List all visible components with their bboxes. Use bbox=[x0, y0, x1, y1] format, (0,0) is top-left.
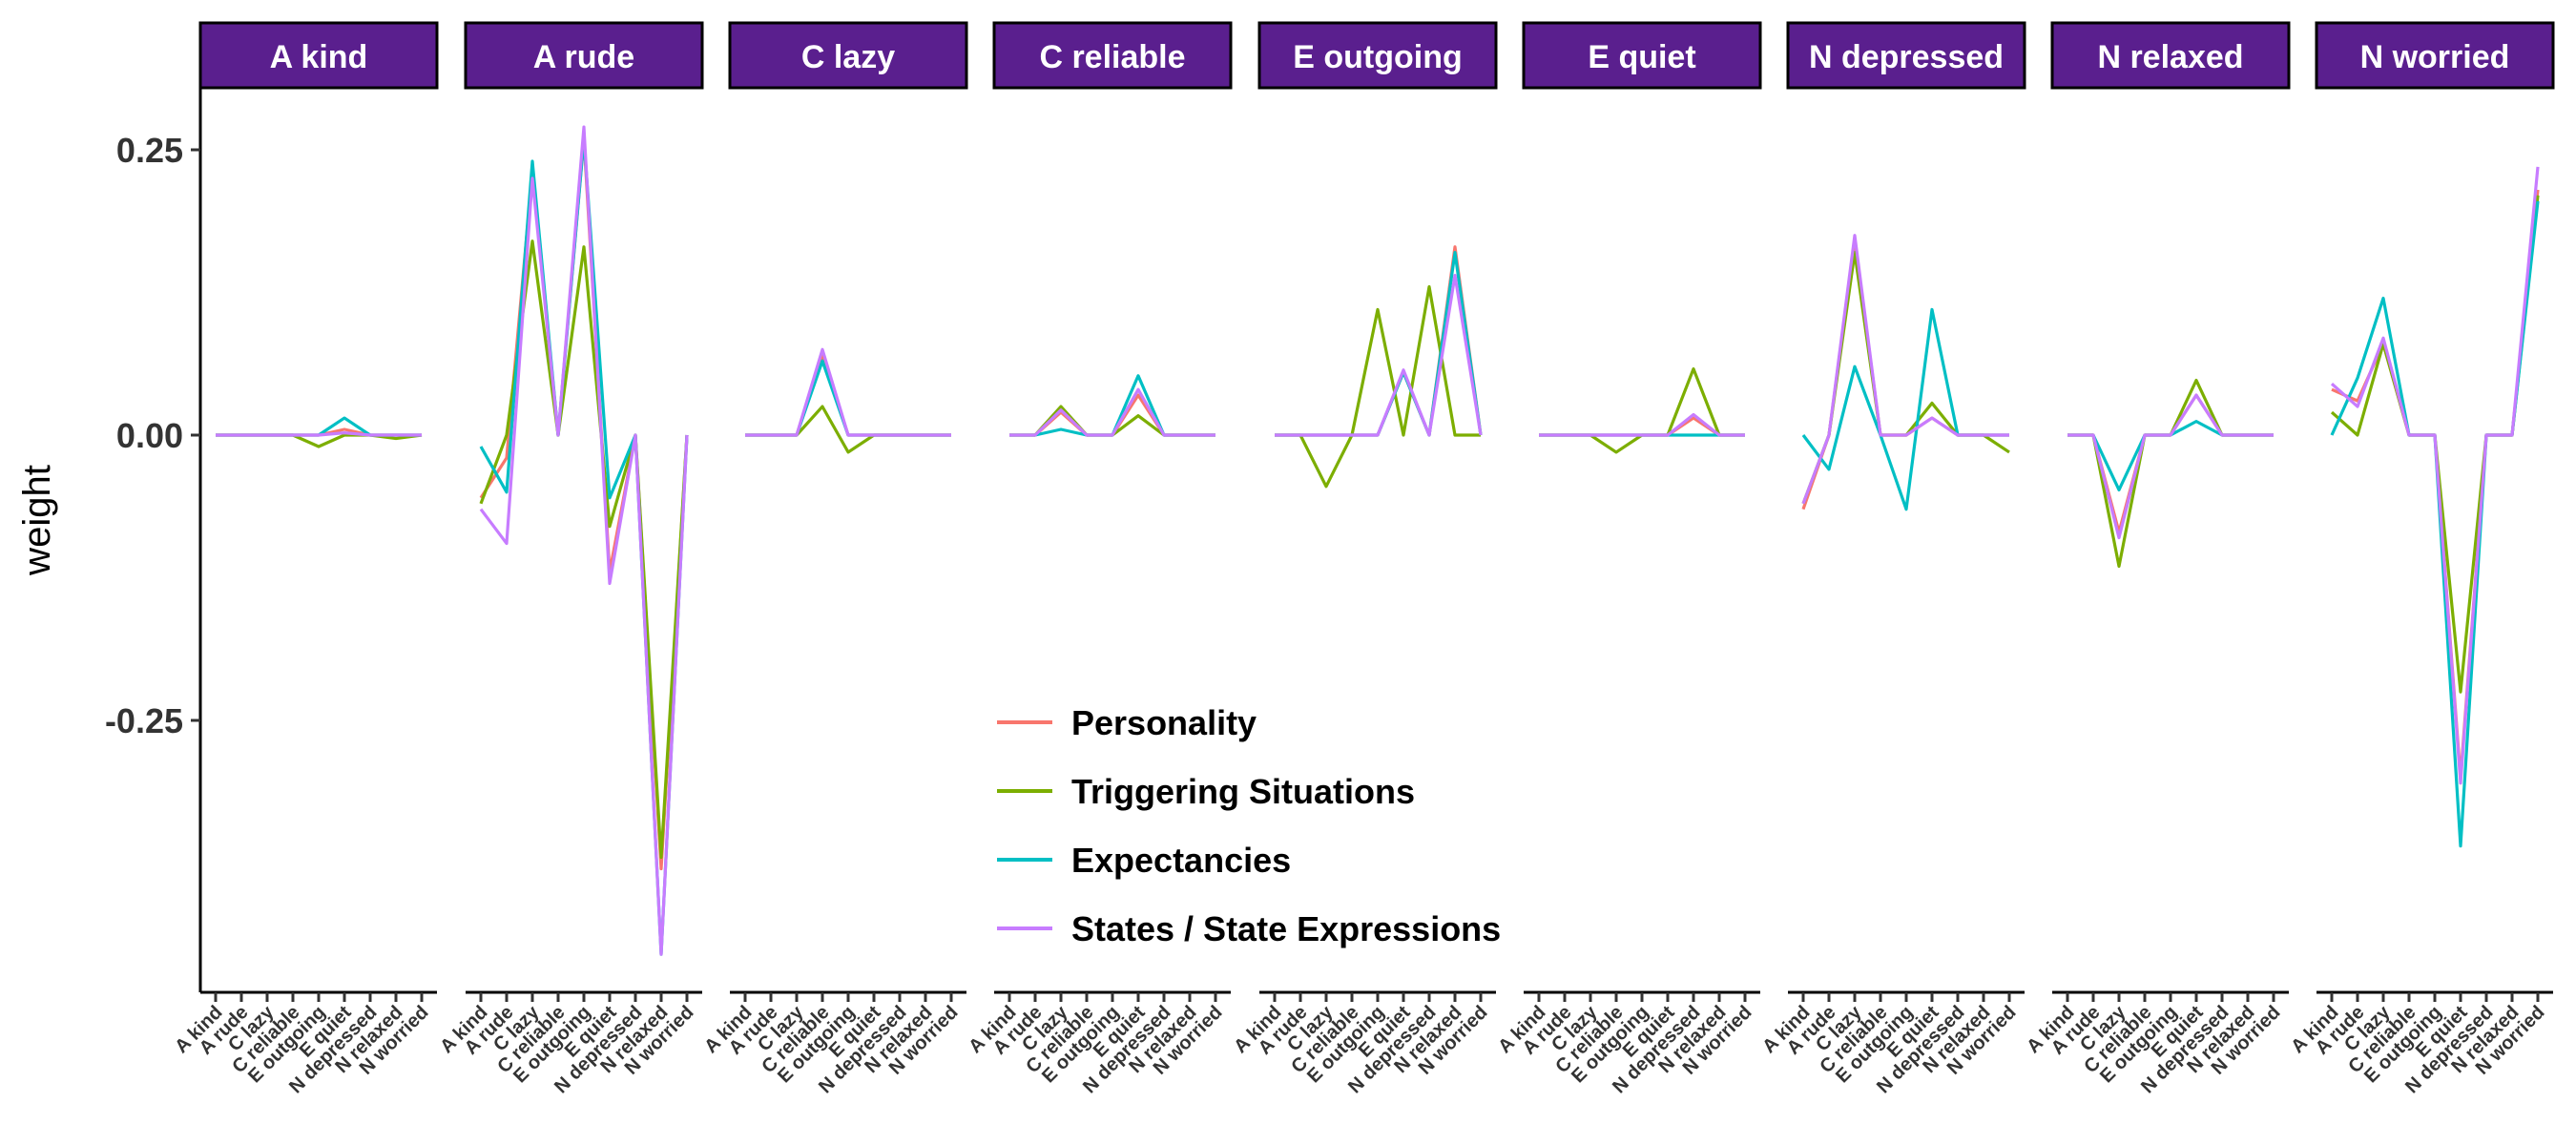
series-line bbox=[479, 239, 689, 860]
series-line bbox=[2330, 200, 2540, 848]
series-line bbox=[745, 405, 951, 454]
facet-strips: A kind A rude C lazy C reliable E outgoing E … bbox=[198, 21, 2555, 90]
legend-label: Personality bbox=[1071, 703, 1257, 742]
series-line bbox=[1275, 284, 1481, 489]
series-line bbox=[1801, 251, 2010, 505]
series-line bbox=[1009, 387, 1215, 437]
legend-label: Triggering Situations bbox=[1071, 772, 1415, 811]
facet-strip bbox=[464, 21, 704, 90]
facet-strip-label: E quiet bbox=[1588, 39, 1695, 75]
legend: Personality Triggering Situations Expectan… bbox=[997, 703, 1501, 948]
facet-strip-label: E outgoing bbox=[1293, 39, 1463, 75]
facet-strip-label: N depressed bbox=[1809, 39, 2004, 75]
series-line bbox=[1009, 374, 1215, 437]
series-line bbox=[2067, 379, 2274, 569]
series-line bbox=[745, 359, 951, 437]
facet-strip bbox=[2315, 21, 2555, 90]
axes: 0.25 0.00 -0.25 bbox=[105, 86, 2553, 1002]
series-line bbox=[1801, 239, 2009, 510]
series-line bbox=[216, 416, 422, 437]
series-line bbox=[745, 347, 951, 437]
series-line bbox=[1801, 234, 2009, 505]
series-line bbox=[479, 125, 689, 956]
series-line bbox=[1539, 412, 1745, 437]
facet-strip bbox=[2050, 21, 2291, 90]
facet-strip bbox=[1257, 21, 1498, 90]
legend-label: Expectancies bbox=[1071, 841, 1291, 880]
facet-strip-label: N worried bbox=[2360, 39, 2510, 75]
facet-strip-label: A rude bbox=[533, 39, 634, 75]
y-tick-label: 0.25 bbox=[116, 131, 183, 170]
series-line bbox=[216, 431, 422, 437]
facet-strip-label: N relaxed bbox=[2097, 39, 2243, 75]
series-line bbox=[1539, 367, 1745, 454]
facet-strip bbox=[1786, 21, 2026, 90]
y-tick-label: 0.00 bbox=[116, 416, 183, 455]
y-axis-label: weight bbox=[16, 465, 58, 576]
facet-strip bbox=[1522, 21, 1762, 90]
series-line bbox=[216, 433, 423, 448]
facet-strip bbox=[992, 21, 1233, 90]
series-line bbox=[2331, 189, 2540, 780]
legend-label: States / State Expressions bbox=[1071, 909, 1501, 948]
series-line bbox=[745, 353, 951, 437]
series-line bbox=[1275, 274, 1483, 437]
y-tick-label: -0.25 bbox=[105, 701, 183, 740]
facet-strip-label: A kind bbox=[270, 39, 368, 75]
series-lines bbox=[216, 125, 2540, 956]
series-line bbox=[2330, 166, 2540, 785]
facet-strip bbox=[728, 21, 968, 90]
facet-strip-label: C reliable bbox=[1039, 39, 1185, 75]
facet-strip bbox=[198, 21, 439, 90]
series-line bbox=[2067, 393, 2274, 540]
facet-strip-label: C lazy bbox=[801, 39, 895, 75]
